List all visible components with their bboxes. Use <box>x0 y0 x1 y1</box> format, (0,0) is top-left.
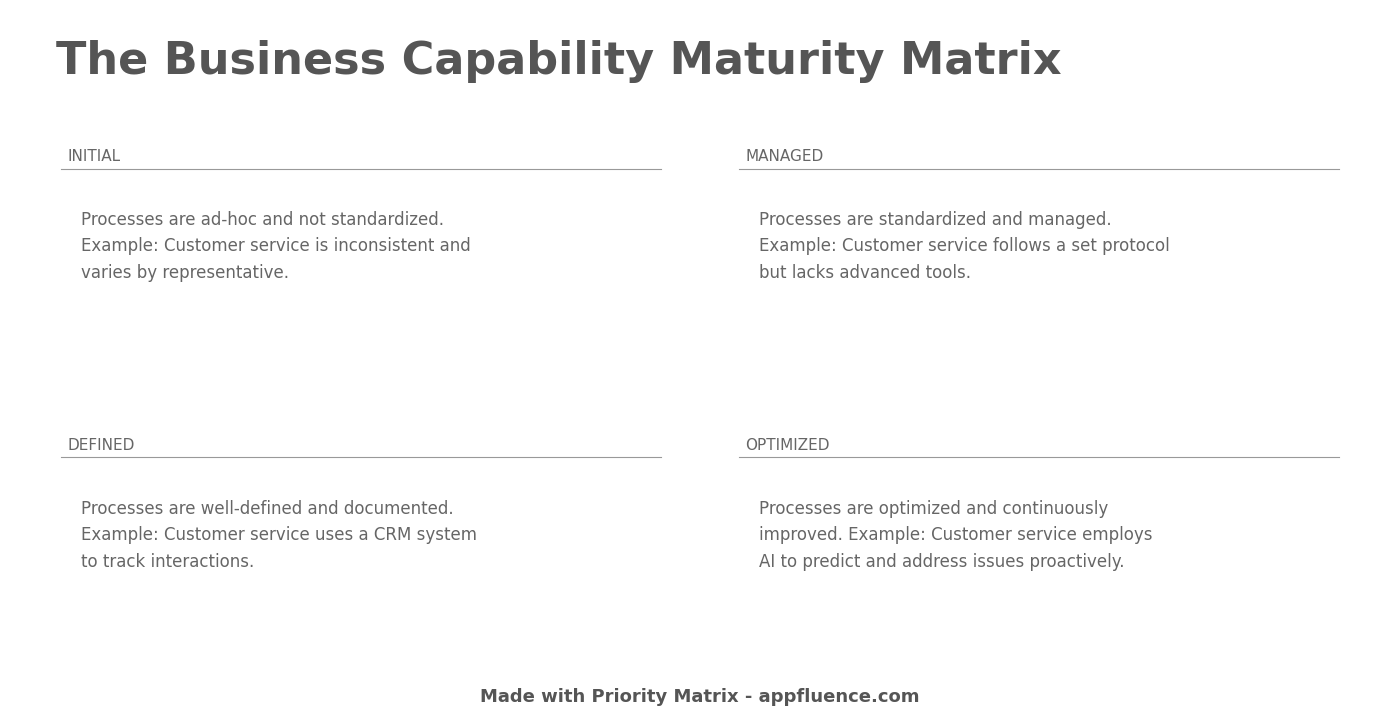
Text: Processes are optimized and continuously
improved. Example: Customer service emp: Processes are optimized and continuously… <box>759 500 1152 571</box>
Text: Processes are standardized and managed.
Example: Customer service follows a set : Processes are standardized and managed. … <box>759 211 1169 282</box>
Text: DEFINED: DEFINED <box>69 437 136 452</box>
Text: The Business Capability Maturity Matrix: The Business Capability Maturity Matrix <box>56 40 1061 83</box>
Text: Made with Priority Matrix - appfluence.com: Made with Priority Matrix - appfluence.c… <box>480 688 920 706</box>
Text: OPTIMIZED: OPTIMIZED <box>746 437 830 452</box>
Text: INITIAL: INITIAL <box>69 148 122 164</box>
Text: MANAGED: MANAGED <box>746 148 823 164</box>
Text: Processes are ad-hoc and not standardized.
Example: Customer service is inconsis: Processes are ad-hoc and not standardize… <box>81 211 470 282</box>
Text: Processes are well-defined and documented.
Example: Customer service uses a CRM : Processes are well-defined and documente… <box>81 500 477 571</box>
